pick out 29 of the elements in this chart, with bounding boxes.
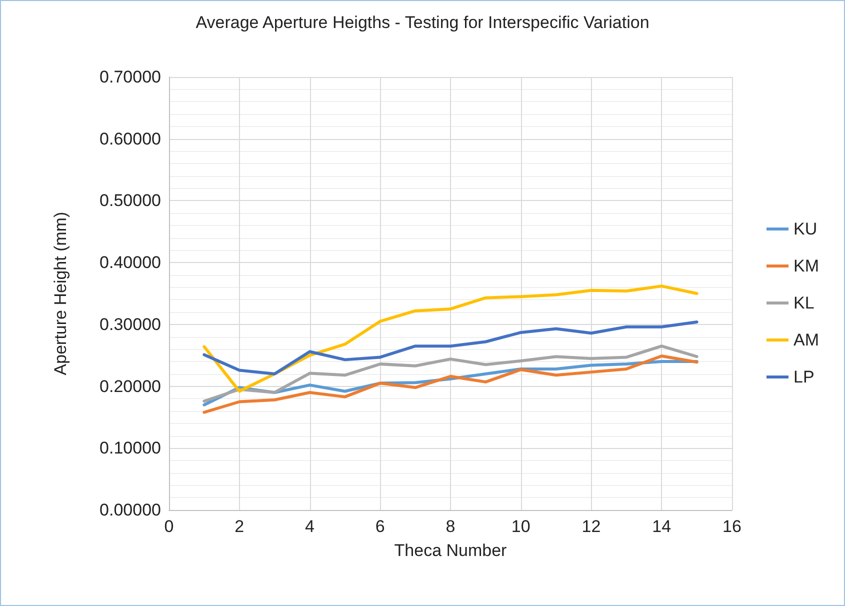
y-tick-label: 0.40000 (100, 253, 161, 272)
y-tick-label: 0.60000 (100, 129, 161, 148)
line-series (202, 354, 698, 414)
y-tick-label: 0.10000 (100, 438, 161, 458)
y-axis-title: Aperture Height (mm) (51, 212, 70, 376)
x-tick-label: 8 (446, 517, 456, 536)
y-tick-label: 0.50000 (100, 191, 161, 210)
x-tick-label: 10 (511, 517, 530, 536)
chart-title: Average Aperture Heigths - Testing for Interspecific Variation (196, 13, 650, 32)
x-tick-label: 14 (652, 517, 672, 536)
x-tick-label: 0 (164, 517, 174, 536)
line-series (202, 344, 698, 403)
x-tick-label: 6 (375, 517, 385, 536)
x-tick-label: 4 (305, 517, 314, 536)
line-series (202, 284, 698, 393)
y-tick-label: 0.30000 (100, 314, 161, 334)
line-series (202, 320, 698, 376)
x-axis-title: Theca Number (394, 541, 508, 560)
y-tick-label: 0.70000 (100, 68, 161, 86)
legend-label: AM (794, 330, 819, 350)
x-tick-label: 16 (722, 517, 742, 536)
legend-label: KU (794, 220, 818, 238)
x-tick-label: 12 (582, 517, 601, 536)
y-tick-label: 0.00000 (100, 500, 161, 520)
legend-label: KL (794, 294, 814, 312)
x-tick-label: 2 (234, 517, 244, 536)
y-tick-label: 0.20000 (100, 376, 161, 396)
legend-label: KM (794, 256, 819, 276)
legend-label: LP (794, 368, 814, 386)
